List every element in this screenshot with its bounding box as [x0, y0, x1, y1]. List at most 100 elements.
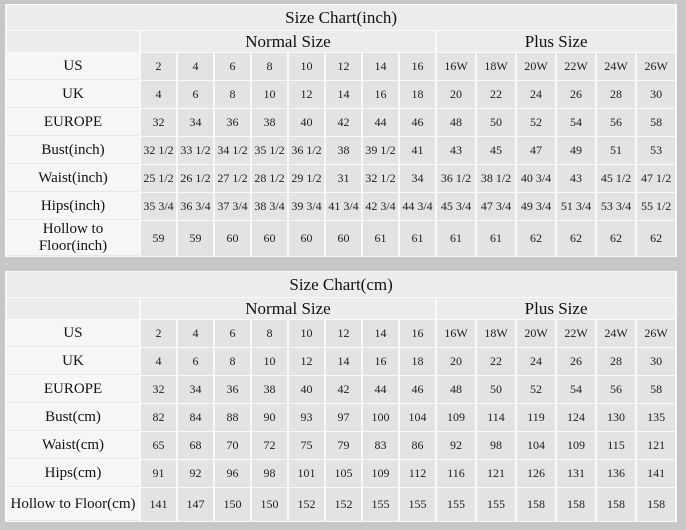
size-value-cell: 54: [557, 376, 595, 403]
size-value-cell: 47 1/2: [637, 165, 676, 192]
size-value-cell: 47 3/4: [477, 193, 515, 220]
size-value-cell: 18: [400, 81, 435, 108]
size-value-cell: 46: [400, 376, 435, 403]
size-value-cell: 56: [597, 109, 635, 136]
size-value-cell: 40: [289, 376, 324, 403]
size-value-cell: 155: [437, 488, 475, 521]
size-value-cell: 121: [477, 460, 515, 487]
size-value-cell: 90: [252, 404, 287, 431]
size-value-cell: 38: [326, 137, 361, 164]
size-value-cell: 101: [289, 460, 324, 487]
size-chart-cm-table: Size Chart(cm) Normal Size Plus Size US 2…: [5, 271, 678, 522]
row-label: Hips(inch): [7, 193, 139, 220]
size-value-cell: 38: [252, 376, 287, 403]
size-value-cell: 28 1/2: [252, 165, 287, 192]
size-value-cell: 147: [178, 488, 213, 521]
row-label: Bust(inch): [7, 137, 139, 164]
table-row: EUROPE 32 34 36 38 40 42 44 46 48 50 52 54 56 58: [7, 376, 676, 403]
size-value-cell: 8: [215, 348, 250, 375]
size-value-cell: 105: [326, 460, 361, 487]
row-label: EUROPE: [7, 376, 139, 403]
size-value-cell: 50: [477, 376, 515, 403]
size-value-cell: 4: [178, 53, 213, 80]
size-value-cell: 98: [477, 432, 515, 459]
group-header-normal-size: Normal Size: [141, 31, 435, 52]
table-row: Hips(inch) 35 3/4 36 3/4 37 3/4 38 3/4 39 3/4…: [7, 193, 676, 220]
size-value-cell: 36 1/2: [289, 137, 324, 164]
size-value-cell: 35 3/4: [141, 193, 176, 220]
size-value-cell: 28: [597, 348, 635, 375]
size-value-cell: 109: [557, 432, 595, 459]
size-value-cell: 49 3/4: [517, 193, 555, 220]
size-value-cell: 45 3/4: [437, 193, 475, 220]
size-value-cell: 152: [289, 488, 324, 521]
size-value-cell: 14: [363, 320, 398, 347]
size-value-cell: 131: [557, 460, 595, 487]
size-value-cell: 45 1/2: [597, 165, 635, 192]
table-row: Waist(cm) 65 68 70 72 75 79 83 86 92 98 104 109 115 12…: [7, 432, 676, 459]
size-value-cell: 24W: [597, 53, 635, 80]
size-value-cell: 18: [400, 348, 435, 375]
size-value-cell: 10: [252, 81, 287, 108]
size-value-cell: 155: [400, 488, 435, 521]
row-label: US: [7, 320, 139, 347]
table-title-row: Size Chart(inch): [7, 5, 676, 30]
size-value-cell: 24W: [597, 320, 635, 347]
size-value-cell: 47: [517, 137, 555, 164]
size-chart-inch-section: Size Chart(inch) Normal Size Plus Size U…: [5, 4, 678, 257]
size-value-cell: 115: [597, 432, 635, 459]
size-value-cell: 44: [363, 109, 398, 136]
size-value-cell: 54: [557, 109, 595, 136]
group-header-plus-size: Plus Size: [437, 31, 676, 52]
row-label: UK: [7, 81, 139, 108]
size-value-cell: 104: [400, 404, 435, 431]
size-value-cell: 72: [252, 432, 287, 459]
size-value-cell: 22W: [557, 320, 595, 347]
size-value-cell: 44: [363, 376, 398, 403]
size-value-cell: 34: [178, 109, 213, 136]
size-value-cell: 52: [517, 376, 555, 403]
size-value-cell: 30: [637, 348, 676, 375]
size-value-cell: 75: [289, 432, 324, 459]
size-value-cell: 16W: [437, 53, 475, 80]
size-value-cell: 36: [215, 109, 250, 136]
size-value-cell: 58: [637, 109, 676, 136]
size-value-cell: 98: [252, 460, 287, 487]
size-value-cell: 28: [597, 81, 635, 108]
size-value-cell: 20W: [517, 53, 555, 80]
size-value-cell: 84: [178, 404, 213, 431]
size-value-cell: 8: [215, 81, 250, 108]
size-value-cell: 136: [597, 460, 635, 487]
row-label: Waist(cm): [7, 432, 139, 459]
size-value-cell: 12: [326, 53, 361, 80]
size-value-cell: 34: [178, 376, 213, 403]
table-title: Size Chart(cm): [7, 272, 676, 297]
size-value-cell: 33 1/2: [178, 137, 213, 164]
table-row: US 2 4 6 8 10 12 14 16 16W 18W 20W 22W 24W 26W: [7, 53, 676, 80]
size-value-cell: 44 3/4: [400, 193, 435, 220]
size-value-cell: 20: [437, 81, 475, 108]
size-value-cell: 8: [252, 320, 287, 347]
size-value-cell: 22: [477, 348, 515, 375]
size-value-cell: 62: [597, 221, 635, 256]
size-value-cell: 10: [289, 320, 324, 347]
size-value-cell: 155: [477, 488, 515, 521]
size-value-cell: 14: [363, 53, 398, 80]
table-row: Hollow to Floor(inch) 59 59 60 60 60 60 61 61 61 6…: [7, 221, 676, 256]
size-value-cell: 141: [141, 488, 176, 521]
group-header-spacer: [7, 298, 139, 319]
size-value-cell: 36: [215, 376, 250, 403]
size-value-cell: 104: [517, 432, 555, 459]
size-value-cell: 30: [637, 81, 676, 108]
size-value-cell: 82: [141, 404, 176, 431]
size-value-cell: 48: [437, 376, 475, 403]
table-row: Hips(cm) 91 92 96 98 101 105 109 112 116 121 126 131…: [7, 460, 676, 487]
size-value-cell: 55 1/2: [637, 193, 676, 220]
size-value-cell: 36 3/4: [178, 193, 213, 220]
size-value-cell: 150: [252, 488, 287, 521]
size-value-cell: 16: [400, 320, 435, 347]
size-value-cell: 41: [400, 137, 435, 164]
size-value-cell: 70: [215, 432, 250, 459]
size-value-cell: 158: [517, 488, 555, 521]
size-value-cell: 16W: [437, 320, 475, 347]
